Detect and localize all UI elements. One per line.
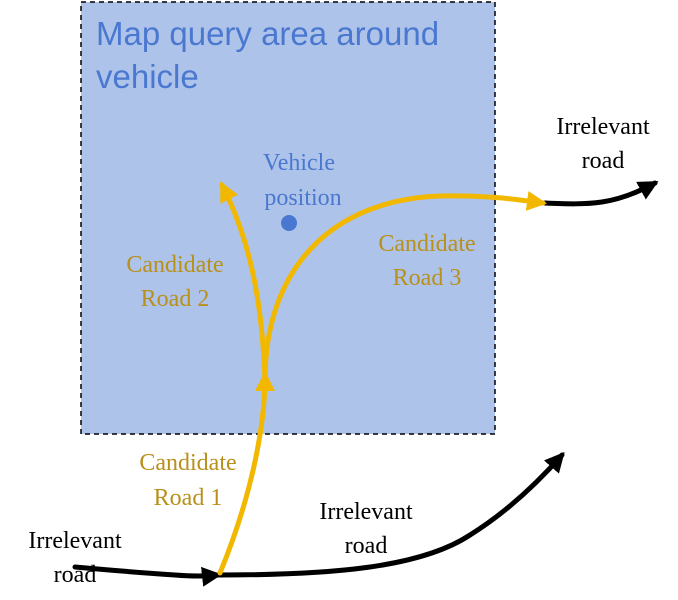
query-area-title-line1: Map query area around: [96, 15, 439, 52]
vehicle-position-dot: [281, 215, 297, 231]
candidate-road-3-label-line2: Road 3: [393, 265, 462, 291]
irrelevant-road-left-label-line2: road: [54, 562, 97, 588]
irrelevant-road-bottom: [215, 451, 565, 578]
irrelevant-road-left-label-line1: Irrelevant: [28, 528, 122, 554]
candidate-road-2-label-line2: Road 2: [141, 286, 210, 312]
vehicle-label-line1: Vehicle: [263, 150, 335, 176]
vehicle-label-line2: position: [264, 185, 341, 211]
candidate-road-1-label-line1: Candidate: [139, 450, 236, 476]
candidate-road-3-label-line1: Candidate: [378, 231, 475, 257]
candidate-road-3: [262, 191, 547, 383]
query-area-title-line2: vehicle: [96, 58, 199, 95]
irrelevant-road-top-right-label-line2: road: [582, 148, 625, 174]
irrelevant-road-bottom-label-line2: road: [345, 533, 388, 559]
irrelevant-road-bottom-label-line1: Irrelevant: [319, 499, 413, 525]
candidate-road-2-label-line1: Candidate: [126, 252, 223, 278]
candidate-road-2: [219, 181, 268, 383]
candidate-road-1-label-line2: Road 1: [154, 485, 223, 511]
irrelevant-road-left: [72, 564, 222, 587]
irrelevant-road-top-right: [542, 180, 659, 207]
irrelevant-road-top-right-label-line1: Irrelevant: [556, 114, 650, 140]
candidate-road-1: [217, 371, 275, 576]
